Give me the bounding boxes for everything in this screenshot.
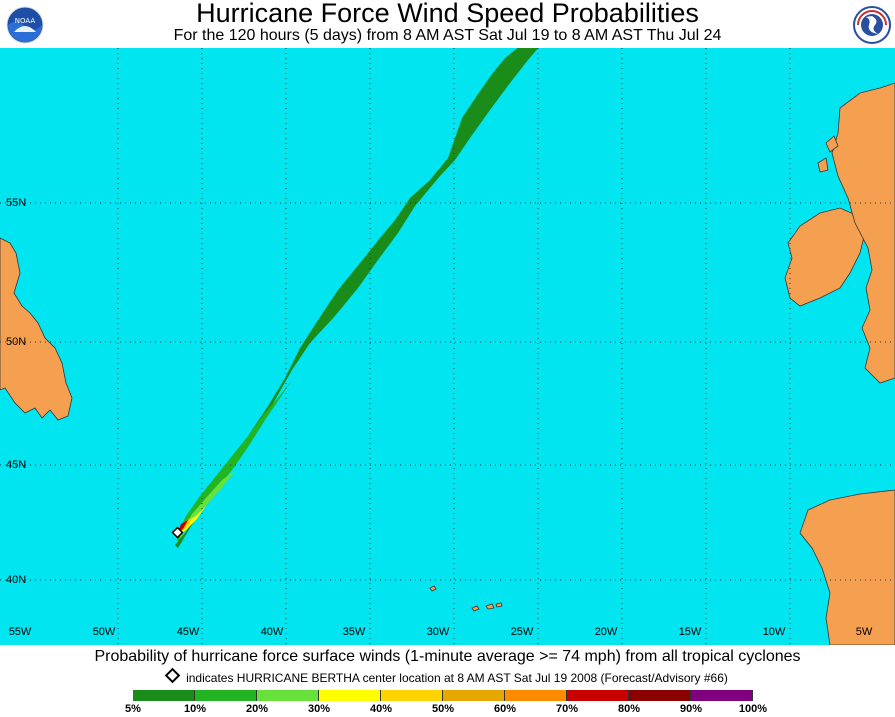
storm-note: indicates HURRICANE BERTHA center locati… bbox=[0, 667, 895, 686]
legend-labels: 5% 10% 20% 30% 40% 50% 60% 70% 80% 90% 100% bbox=[0, 703, 895, 717]
legend-color-bar bbox=[133, 690, 753, 701]
lon-label-50w: 50W bbox=[92, 626, 116, 638]
lon-label-20w: 20W bbox=[594, 626, 618, 638]
legend-label: 70% bbox=[555, 703, 579, 715]
legend-swatch bbox=[691, 690, 753, 701]
lon-label-5w: 5W bbox=[855, 626, 873, 638]
azores-islands bbox=[429, 585, 503, 612]
swath-70-percent bbox=[178, 520, 188, 532]
land-newfoundland bbox=[0, 237, 73, 421]
map-caption: Probability of hurricane force surface w… bbox=[94, 648, 801, 665]
noaa-logo: NOAA bbox=[6, 6, 44, 44]
legend-label: 30% bbox=[307, 703, 331, 715]
legend-swatch bbox=[629, 690, 691, 701]
map-canvas bbox=[0, 48, 895, 645]
lon-label-30w: 30W bbox=[426, 626, 450, 638]
storm-note-text: indicates HURRICANE BERTHA center locati… bbox=[186, 671, 728, 685]
lat-label-50n: 50N bbox=[6, 336, 27, 348]
legend-label: 5% bbox=[125, 703, 141, 715]
legend-label: 60% bbox=[493, 703, 517, 715]
legend-swatch bbox=[133, 690, 195, 701]
land-iberia bbox=[799, 489, 895, 645]
swath-30-percent bbox=[178, 506, 206, 536]
legend-label: 80% bbox=[617, 703, 641, 715]
legend-label: 20% bbox=[245, 703, 269, 715]
lat-label-40n: 40N bbox=[6, 574, 27, 586]
land-ireland bbox=[784, 207, 866, 307]
land-great-britain bbox=[831, 82, 895, 384]
legend-swatch bbox=[381, 690, 443, 701]
legend-label: 50% bbox=[431, 703, 455, 715]
legend-swatch bbox=[195, 690, 257, 701]
lon-label-45w: 45W bbox=[176, 626, 200, 638]
lon-label-10w: 10W bbox=[762, 626, 786, 638]
lon-label-25w: 25W bbox=[510, 626, 534, 638]
lon-label-15w: 15W bbox=[678, 626, 702, 638]
legend-swatch bbox=[257, 690, 319, 701]
legend-label: 10% bbox=[183, 703, 207, 715]
graticule bbox=[0, 48, 895, 645]
swath-20-percent bbox=[180, 470, 236, 538]
lat-label-55n: 55N bbox=[6, 197, 27, 209]
diamond-icon bbox=[164, 667, 181, 684]
lat-label-45n: 45N bbox=[6, 459, 27, 471]
noaa-logo-text: NOAA bbox=[15, 17, 36, 25]
nws-logo bbox=[853, 6, 891, 44]
legend-swatch bbox=[505, 690, 567, 701]
land-scotland-islands bbox=[817, 135, 839, 173]
swath-5-percent bbox=[175, 48, 539, 548]
legend-label: 90% bbox=[679, 703, 703, 715]
map-panel: 55N 50N 45N 40N 55W 50W 45W 40W 35W 30W … bbox=[0, 48, 895, 645]
page-subtitle: For the 120 hours (5 days) from 8 AM AST… bbox=[173, 27, 722, 44]
legend-label: 40% bbox=[369, 703, 393, 715]
storm-center-marker bbox=[171, 526, 184, 539]
page-title: Hurricane Force Wind Speed Probabilities bbox=[196, 0, 699, 28]
legend-swatch bbox=[443, 690, 505, 701]
legend-swatch bbox=[319, 690, 381, 701]
legend-swatch bbox=[567, 690, 629, 701]
lon-label-55w: 55W bbox=[8, 626, 32, 638]
lon-label-40w: 40W bbox=[260, 626, 284, 638]
lon-label-35w: 35W bbox=[342, 626, 366, 638]
legend-label: 100% bbox=[738, 703, 768, 715]
